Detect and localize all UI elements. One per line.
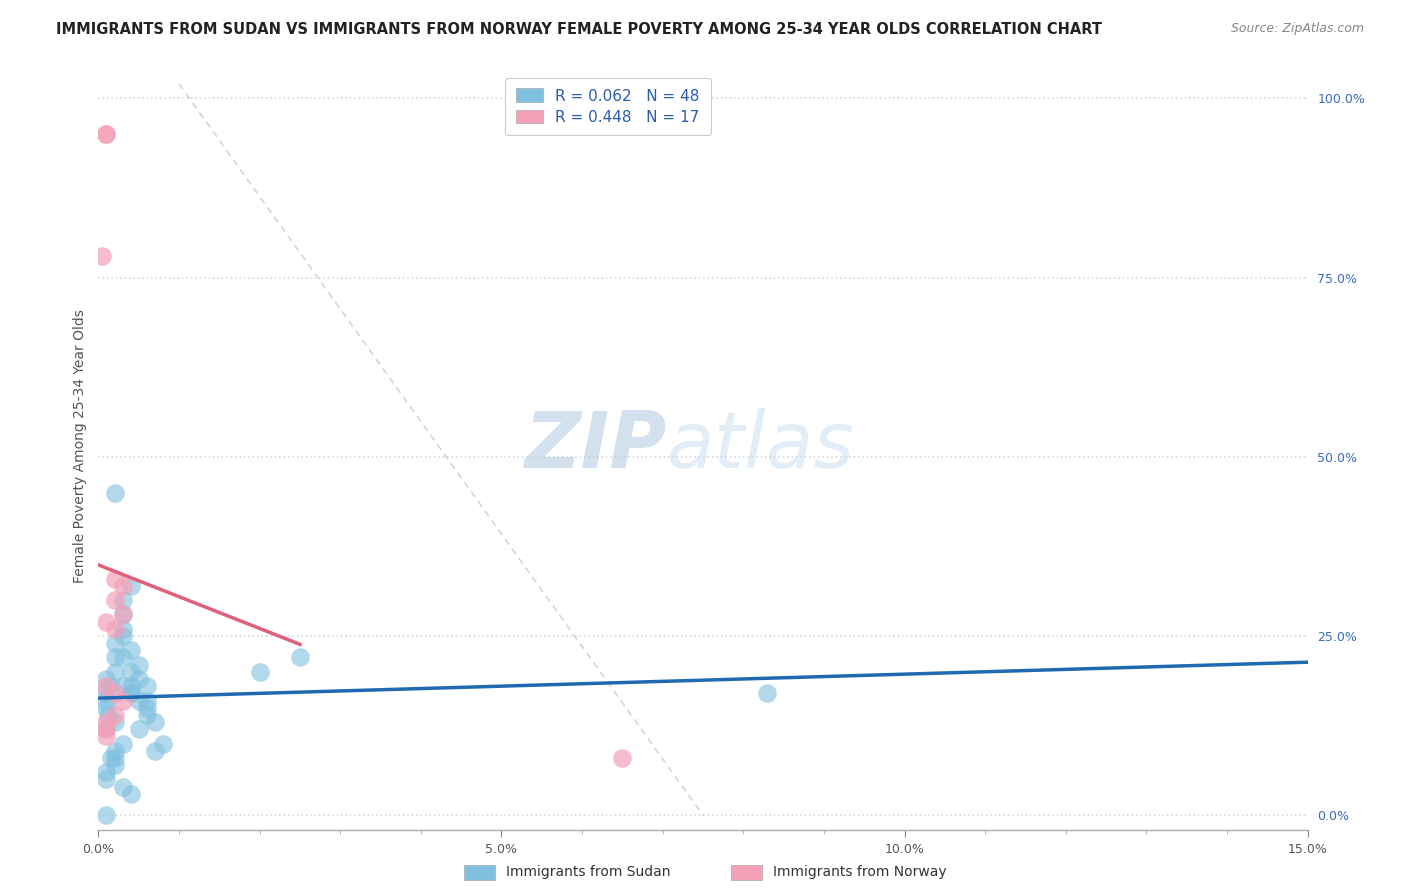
Point: [100, 751, 122, 765]
Point: [103, 751, 125, 765]
Point: [96, 722, 118, 736]
Point: [103, 572, 125, 586]
Point: [103, 686, 125, 700]
Point: [103, 622, 125, 636]
Point: [103, 593, 125, 607]
Point: [103, 485, 125, 500]
Point: [96, 127, 118, 141]
Point: [96, 693, 118, 707]
Point: [111, 679, 134, 693]
Point: [96, 722, 118, 736]
Text: Source: ZipAtlas.com: Source: ZipAtlas.com: [1230, 22, 1364, 36]
Point: [103, 636, 125, 650]
Point: [120, 665, 142, 679]
Point: [111, 693, 134, 707]
Legend: R = 0.062   N = 48, R = 0.448   N = 17: R = 0.062 N = 48, R = 0.448 N = 17: [505, 78, 710, 136]
Point: [103, 665, 125, 679]
Point: [120, 686, 142, 700]
Y-axis label: Female Poverty Among 25-34 Year Olds: Female Poverty Among 25-34 Year Olds: [73, 309, 87, 583]
Point: [111, 579, 134, 593]
Point: [135, 693, 157, 707]
Point: [103, 714, 125, 729]
Point: [103, 650, 125, 665]
Text: IMMIGRANTS FROM SUDAN VS IMMIGRANTS FROM NORWAY FEMALE POVERTY AMONG 25-34 YEAR : IMMIGRANTS FROM SUDAN VS IMMIGRANTS FROM…: [56, 22, 1102, 37]
Point: [96, 615, 118, 629]
Point: [103, 758, 125, 772]
Point: [143, 714, 166, 729]
Point: [249, 665, 271, 679]
Point: [111, 629, 134, 643]
Point: [120, 679, 142, 693]
Point: [111, 650, 134, 665]
Point: [120, 686, 142, 700]
Point: [135, 679, 157, 693]
Point: [111, 607, 134, 622]
Point: [96, 672, 118, 686]
Point: [96, 679, 118, 693]
Point: [135, 700, 157, 714]
Point: [111, 737, 134, 751]
Point: [103, 744, 125, 758]
Point: [152, 737, 174, 751]
Text: Immigrants from Norway: Immigrants from Norway: [773, 865, 946, 880]
Point: [111, 780, 134, 794]
Point: [612, 751, 634, 765]
Point: [96, 772, 118, 787]
Point: [128, 693, 150, 707]
Point: [128, 672, 150, 686]
Point: [96, 714, 118, 729]
Point: [96, 765, 118, 780]
Point: [128, 657, 150, 672]
Point: [120, 643, 142, 657]
Point: [120, 787, 142, 801]
Point: [91, 249, 114, 263]
Point: [100, 679, 122, 693]
Point: [111, 593, 134, 607]
Text: atlas: atlas: [666, 408, 855, 484]
Point: [103, 707, 125, 722]
Point: [94, 686, 117, 700]
Point: [128, 722, 150, 736]
Point: [756, 686, 779, 700]
Point: [97, 707, 120, 722]
Point: [96, 700, 118, 714]
Point: [143, 744, 166, 758]
Point: [96, 808, 118, 822]
Point: [135, 707, 157, 722]
Point: [111, 622, 134, 636]
Point: [96, 730, 118, 744]
Point: [120, 579, 142, 593]
Point: [111, 607, 134, 622]
Text: Immigrants from Sudan: Immigrants from Sudan: [506, 865, 671, 880]
Point: [288, 650, 311, 665]
Text: ZIP: ZIP: [524, 408, 666, 484]
Point: [96, 127, 118, 141]
